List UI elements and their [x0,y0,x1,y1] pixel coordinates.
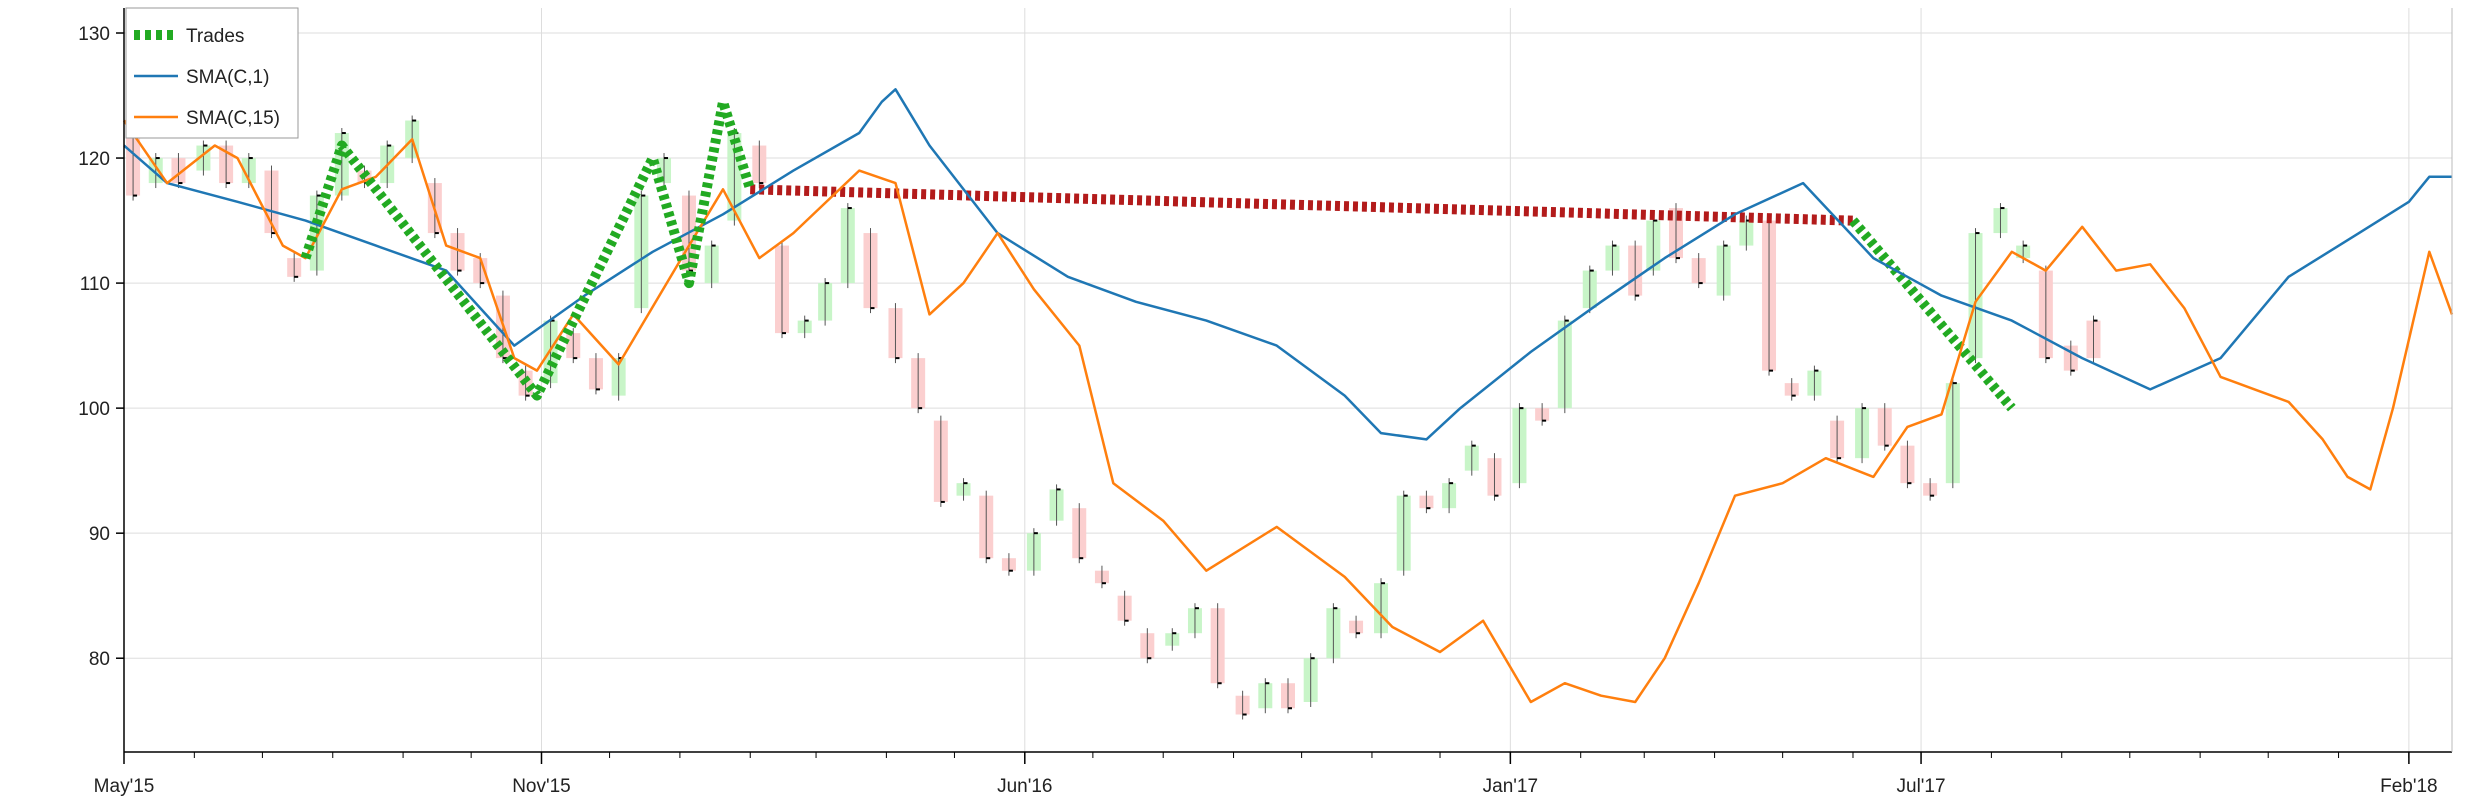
y-tick-label: 90 [89,524,110,545]
x-tick-label: Jul'17 [1897,776,1946,797]
y-tick-label: 80 [89,649,110,670]
grid [123,8,2452,752]
y-tick-label: 120 [78,149,110,170]
trade-segment [750,184,1854,226]
axes: 80 90 100 110 120 130 May'15 Nov'15 Jun'16 Jan'17… [78,8,2453,797]
series-line-sma-c-15- [122,119,2454,704]
legend-label-trades: Trades [186,26,244,47]
legend-box [125,7,299,139]
legend-label-sma1: SMA(C,1) [186,67,269,88]
legend-label-sma15: SMA(C,15) [186,108,280,129]
x-tick-label: Nov'15 [512,776,571,797]
y-tick-label: 100 [78,399,110,420]
x-tick-label: Jan'17 [1483,776,1538,797]
candles [126,115,2101,720]
x-tick-label: Jun'16 [997,776,1052,797]
series-lines [122,88,2454,704]
series-line-sma-c-1- [123,88,2452,441]
x-tick-label: May'15 [94,776,155,797]
legend: Trades SMA(C,1) SMA(C,15) [125,7,299,139]
trades-line [300,96,755,401]
y-tick-label: 110 [80,274,110,295]
x-tick-label: Feb'18 [2380,776,2438,797]
trade-segment [1849,217,2016,412]
y-tick-label: 130 [78,24,110,45]
